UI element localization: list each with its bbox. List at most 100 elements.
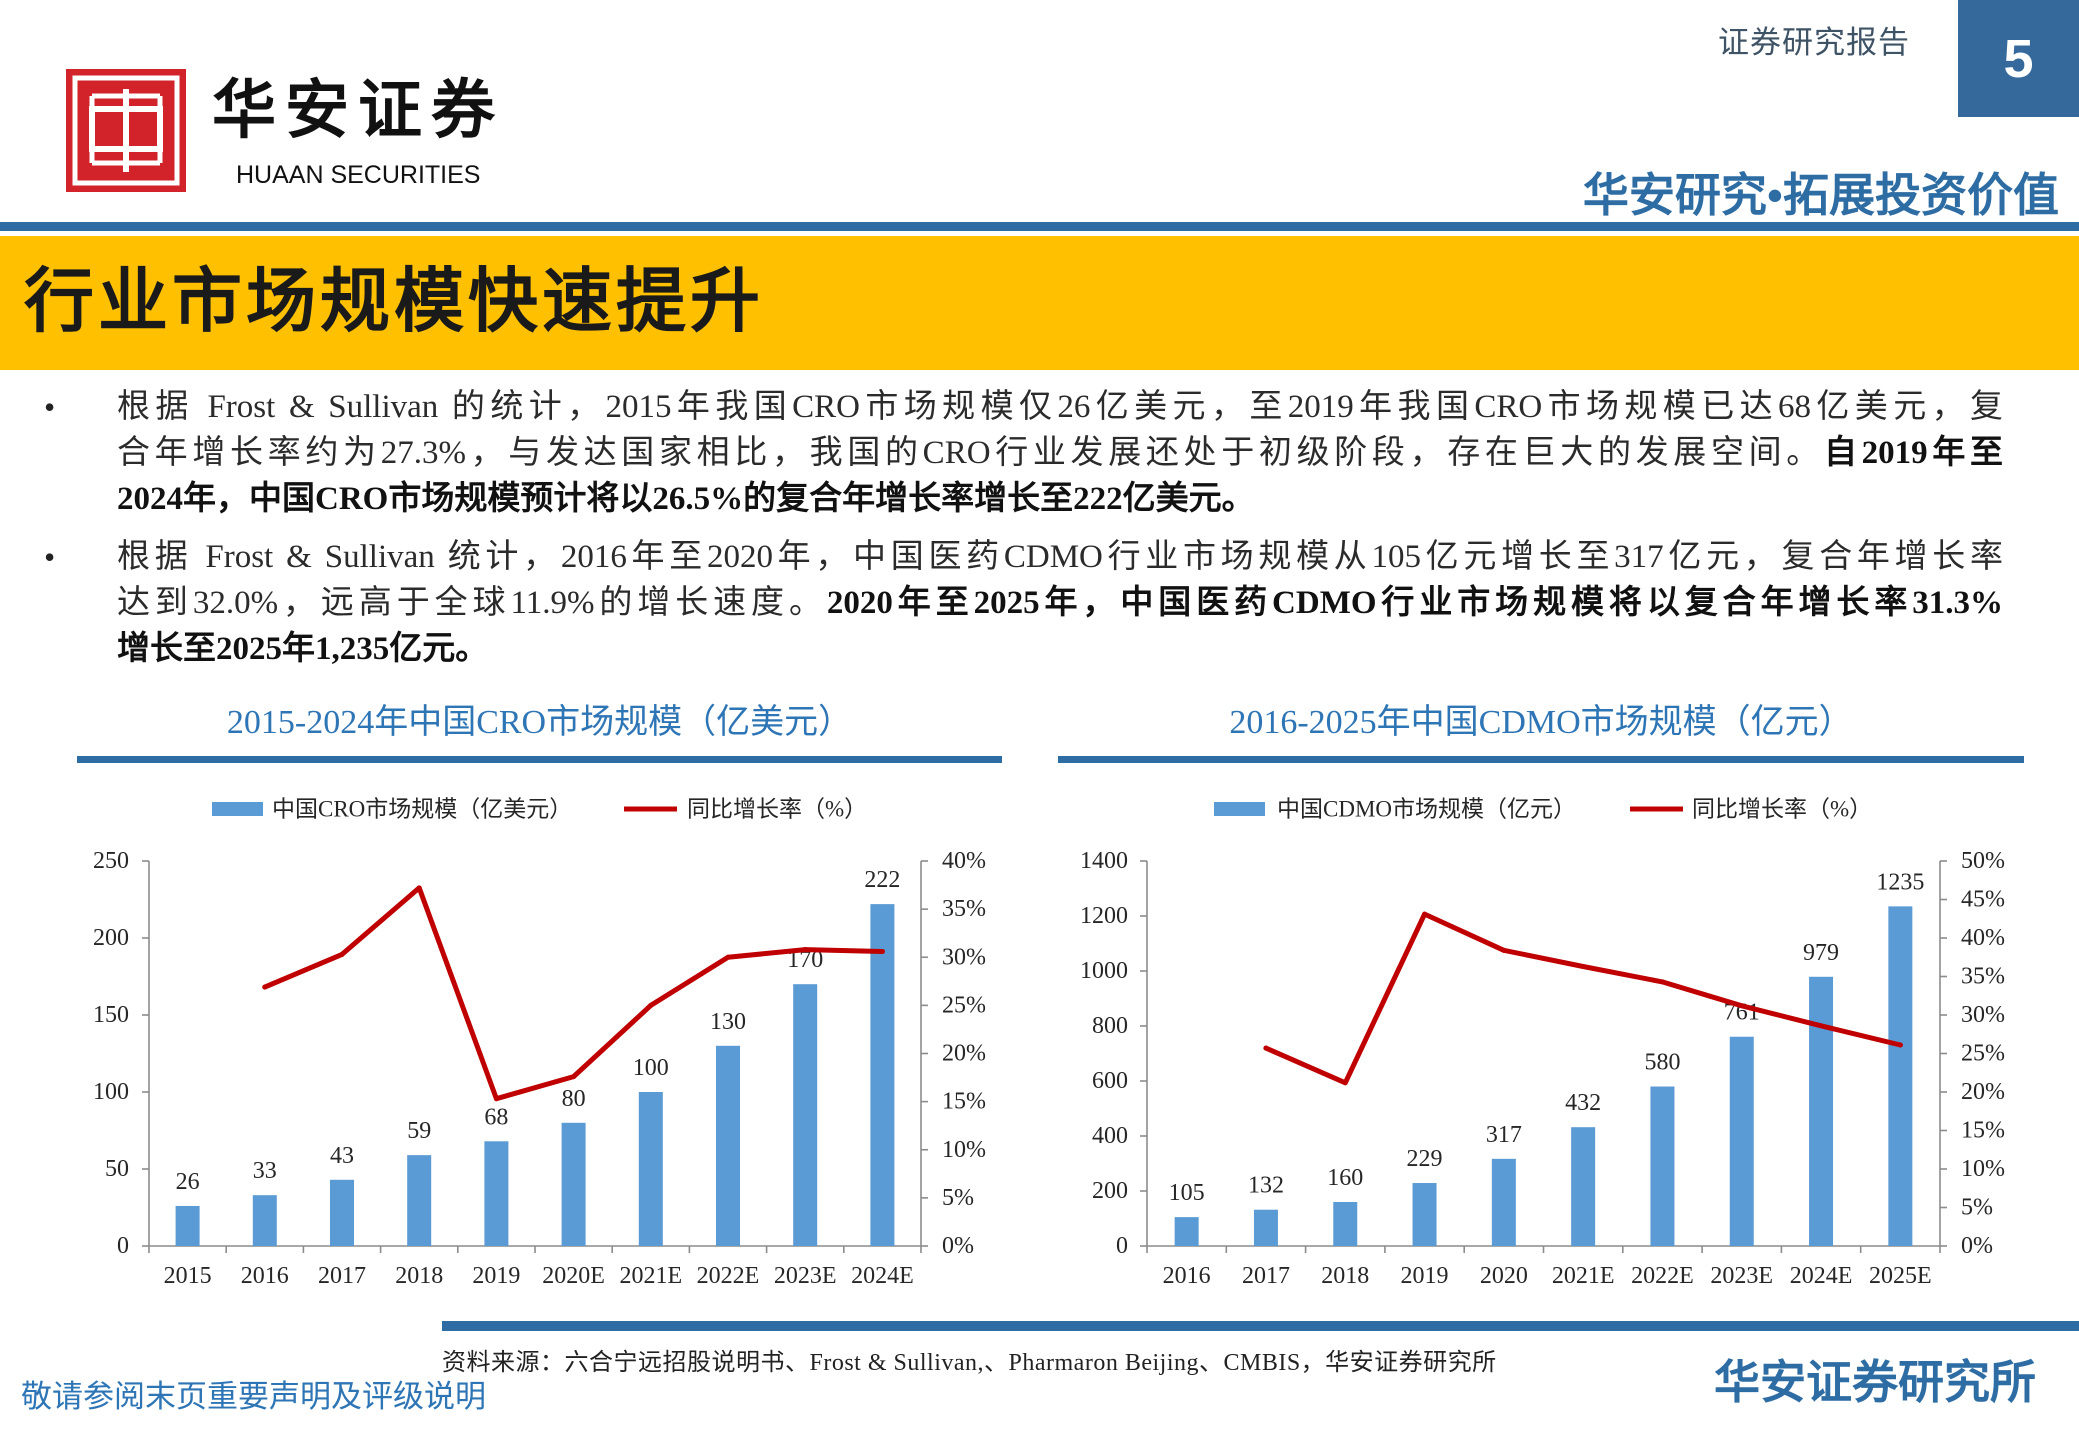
bar [1253,1209,1278,1246]
growth-rate-point [339,951,345,957]
x-tick-label: 2019 [472,1263,520,1289]
paragraph-line: 根据 Frost & Sullivan 的统计，2015年我国CRO市场规模仅2… [117,384,2003,430]
y-tick-label-left: 0 [1116,1233,1128,1259]
footer-institution: 华安证券研究所 [1714,1357,2036,1408]
bar-value-label: 100 [633,1055,669,1081]
bar-value-label: 979 [1803,940,1839,966]
growth-rate-point [262,984,268,990]
chart-title-cro: 2015-2024年中国CRO市场规模（亿美元） [226,704,853,741]
bar [484,1141,509,1246]
y-tick-label-right: 25% [942,992,986,1018]
bar-value-label: 59 [407,1118,431,1144]
growth-rate-point [493,1096,499,1102]
bar [638,1092,663,1246]
chart-title-cdmo: 2016-2025年中国CDMO市场规模（亿元） [1229,704,1853,741]
page-number-badge: 5 [1958,0,2079,117]
bar-value-label: 80 [562,1086,586,1112]
growth-rate-point [1422,911,1428,917]
growth-rate-point [802,947,808,953]
bar-value-label: 1235 [1876,869,1924,895]
legend-swatch-bar [212,802,263,816]
y-tick-label-left: 400 [1092,1123,1128,1149]
paragraph-highlight: 2020年至2025年，中国医药CDMO行业市场规模将以复合年增长率31.3% [826,585,2003,621]
logo-wordmark-en: HUAAN SECURITIES [236,161,481,189]
header-slogan: 华安研究•拓展投资价值 [1582,170,2059,221]
y-tick-label-left: 1000 [1080,958,1128,984]
bar-value-label: 160 [1327,1165,1363,1191]
paragraph-line: 2024年，中国CRO市场规模预计将以26.5%的复合年增长率增长至222亿美元… [117,476,2003,522]
bar [330,1179,354,1246]
y-tick-label-right: 15% [942,1089,986,1115]
logo-wordmark-cn: 华安证券 [212,75,504,146]
bar-value-label: 432 [1565,1090,1601,1116]
source-note: 资料来源：六合宁远招股说明书、Frost & Sullivan,、Pharmar… [442,1350,1497,1376]
y-tick-label-right: 35% [942,896,986,922]
y-tick-label-right: 0% [1961,1233,1993,1259]
y-tick-label-right: 30% [942,944,986,970]
y-tick-label-right: 15% [1961,1118,2005,1144]
header-divider [0,222,2079,231]
y-tick-label-right: 45% [1961,887,2005,913]
legend-label-line: 同比增长率（%） [1692,797,1872,822]
bar-value-label: 317 [1486,1122,1522,1148]
report-type-label: 证券研究报告 [1718,25,1910,60]
paragraph-line: 合年增长率约为27.3%，与发达国家相比，我国的CRO行业发展还处于初级阶段，存… [117,430,2003,476]
bar [793,984,818,1246]
x-tick-label: 2024E [1790,1263,1853,1289]
x-tick-label: 2015 [164,1263,212,1289]
y-tick-label-left: 0 [117,1233,129,1259]
bar-value-label: 33 [253,1158,277,1184]
bar-value-label: 130 [710,1009,746,1035]
growth-rate-point [648,1002,654,1008]
legend-label-line: 同比增长率（%） [687,797,867,822]
y-tick-label-right: 10% [1961,1156,2005,1182]
y-tick-label-left: 100 [93,1079,129,1105]
footer-divider [442,1321,2079,1331]
x-tick-label: 2023E [1710,1263,1773,1289]
y-tick-label-right: 5% [1961,1195,1993,1221]
bullet-marker: • [44,539,56,575]
paragraph-text: 合年增长率约为27.3%，与发达国家相比，我国的CRO行业发展还处于初级阶段，存… [117,435,1824,471]
bar [1729,1036,1754,1246]
paragraph-line: 增长至2025年1,235亿元。 [117,626,2003,672]
growth-rate-point [571,1074,577,1080]
y-tick-label-right: 30% [1961,1002,2005,1028]
y-tick-label-left: 250 [93,848,129,874]
y-tick-label-left: 200 [1092,1178,1128,1204]
x-tick-label: 2018 [1321,1263,1369,1289]
y-tick-label-right: 50% [1961,848,2005,874]
bar [1888,906,1913,1246]
paragraph-text: 根据 Frost & Sullivan 的统计，2015年我国CRO市场规模仅2… [117,389,2003,425]
growth-rate-point [1501,947,1507,953]
disclaimer-note: 敬请参阅末页重要声明及评级说明 [21,1379,486,1414]
x-tick-label: 2022E [697,1263,760,1289]
x-tick-label: 2017 [1242,1263,1290,1289]
bullet-paragraph-cro: 根据 Frost & Sullivan 的统计，2015年我国CRO市场规模仅2… [117,384,2003,522]
paragraph-highlight: 增长至2025年1,235亿元。 [117,631,489,667]
y-tick-label-right: 25% [1961,1041,2005,1067]
legend-swatch-bar [1214,802,1265,816]
legend-label-bar: 中国CDMO市场规模（亿元） [1277,797,1576,822]
legend-label-bar: 中国CRO市场规模（亿美元） [272,797,572,822]
bar [1809,976,1834,1246]
y-tick-label-right: 20% [1961,1079,2005,1105]
x-tick-label: 2016 [241,1263,289,1289]
paragraph-line: 根据 Frost & Sullivan 统计，2016年至2020年，中国医药C… [117,534,2003,580]
bar-value-label: 26 [176,1169,200,1195]
y-tick-label-left: 50 [105,1156,129,1182]
growth-rate-point [416,885,422,891]
paragraph-line: 达到32.0%，远高于全球11.9%的增长速度。2020年至2025年，中国医药… [117,580,2003,626]
bar [1650,1086,1675,1246]
y-tick-label-left: 1200 [1080,903,1128,929]
bar [1333,1202,1358,1246]
paragraph-highlight: 2024年，中国CRO市场规模预计将以26.5%的复合年增长率增长至222亿美元… [117,481,1255,517]
y-tick-label-left: 800 [1092,1013,1128,1039]
bar [407,1155,432,1246]
x-tick-label: 2017 [318,1263,366,1289]
cdmo-market-chart: 中国CDMO市场规模（亿元） 同比增长率（%） 0 200 400 600 800 1000 1… [1080,797,2005,1290]
x-tick-label: 2020E [542,1263,605,1289]
x-tick-label: 2021E [1552,1263,1615,1289]
y-tick-label-right: 35% [1961,964,2005,990]
bar-value-label: 105 [1169,1180,1205,1206]
y-tick-label-right: 20% [942,1041,986,1067]
